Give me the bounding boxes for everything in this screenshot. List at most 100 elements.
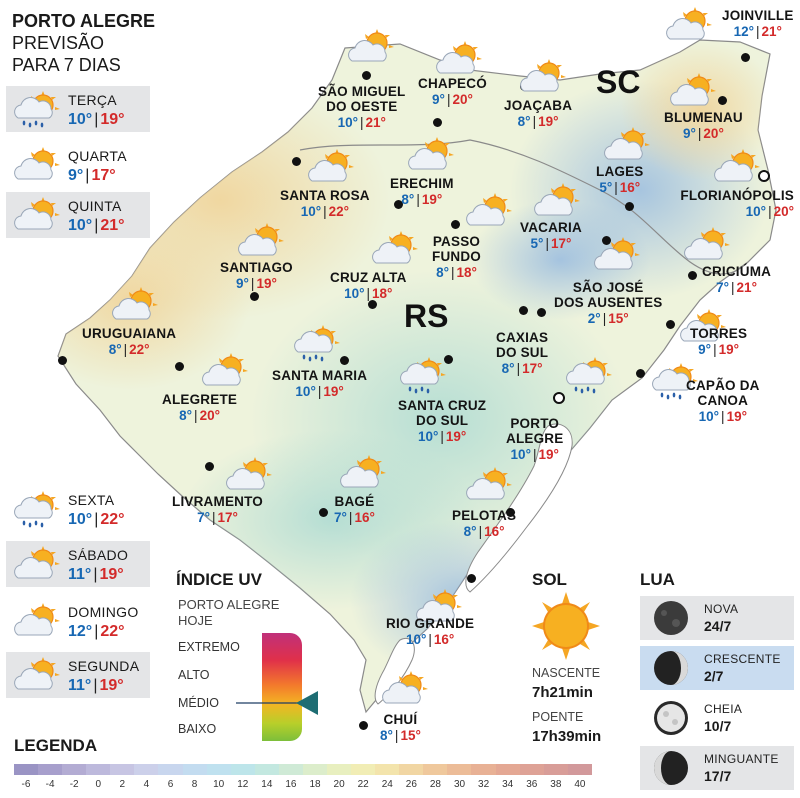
sun-cloud-icon <box>516 58 568 103</box>
city-name: TORRES <box>690 326 748 341</box>
city-label-santa-cruz-do-sul: SANTA CRUZ DO SUL 10° | 19° <box>398 398 486 445</box>
city-temps: 10° | 18° <box>330 285 407 302</box>
city-max: 18° <box>372 286 393 301</box>
temp-separator: | <box>697 126 702 141</box>
forecast-day-6: DOMINGO 12° | 22° <box>6 598 150 644</box>
legend-value-label: 6 <box>167 779 174 790</box>
city-max: 17° <box>217 510 238 525</box>
temp-separator: | <box>94 111 99 128</box>
city-label-vacaria: VACARIA 5° | 17° <box>520 220 582 252</box>
temp-separator: | <box>450 265 455 280</box>
temp-separator: | <box>323 204 327 219</box>
sun-cloud-rain-icon <box>648 362 700 407</box>
city-temps: 10° | 22° <box>280 203 370 220</box>
city-max: 18° <box>456 265 477 280</box>
forecast-min: 11° <box>68 566 92 583</box>
city-label-criciuma: CRICIÚMA 7° | 21° <box>702 264 771 296</box>
city-label-blumenau: BLUMENAU 9° | 20° <box>664 110 743 142</box>
city-temps: 10° | 19° <box>506 446 563 463</box>
city-marker <box>444 355 453 364</box>
temp-separator: | <box>768 204 772 219</box>
city-temps: 8° | 22° <box>82 341 176 358</box>
uv-subtitle-day: HOJE <box>178 613 213 628</box>
sun-cloud-rain-icon <box>10 490 62 535</box>
city-min: 8° <box>179 408 193 423</box>
city-temps: 8° | 18° <box>432 264 481 281</box>
city-min: 7° <box>197 510 210 525</box>
city-min: 10° <box>417 429 439 444</box>
legend-swatch <box>134 764 159 775</box>
sun-cloud-icon <box>10 146 62 191</box>
temp-separator: | <box>446 92 451 107</box>
legend-title: LEGENDA <box>14 736 98 755</box>
city-name: CHUÍ <box>383 712 418 727</box>
title-line-2: PREVISÃO <box>12 33 105 53</box>
city-label-joinville: JOINVILLE 12° | 21° <box>722 8 794 40</box>
city-label-santa-maria: SANTA MARIA 10° | 19° <box>272 368 367 400</box>
temp-separator: | <box>212 510 216 525</box>
city-name: JOAÇABA <box>504 98 573 113</box>
sunset-time: 17h39min <box>532 728 602 745</box>
legend-swatch <box>230 764 255 775</box>
legend-value-label: 10 <box>213 779 225 790</box>
city-name: SANTA ROSA <box>280 188 370 203</box>
city-min: 9° <box>698 342 712 357</box>
legend-swatch <box>519 764 544 775</box>
city-temps: 8° | 15° <box>380 727 421 744</box>
legend-value-label: 30 <box>453 779 466 790</box>
city-label-porto-alegre: PORTO ALEGRE 10° | 19° <box>506 416 563 463</box>
city-label-lages: LAGES 5° | 16° <box>596 164 644 196</box>
city-marker <box>602 236 611 245</box>
city-temps: 12° | 21° <box>722 23 794 40</box>
city-min: 7° <box>716 280 730 295</box>
city-marker <box>688 271 697 280</box>
temp-separator: | <box>94 511 99 528</box>
city-name: URUGUAIANA <box>82 326 177 341</box>
temp-separator: | <box>516 361 521 376</box>
city-label-erechim: ERECHIM 8° | 19° <box>390 176 454 208</box>
city-temps: 2° | 15° <box>554 310 662 327</box>
moon-waning-icon <box>654 751 688 785</box>
forecast-max: 22° <box>100 623 125 640</box>
uv-level-label: EXTREMO <box>178 640 240 654</box>
city-temps: 8° | 20° <box>162 407 237 424</box>
legend-value-label: 18 <box>309 779 321 790</box>
city-marker <box>625 202 634 211</box>
city-min: 12° <box>733 24 755 39</box>
sun-cloud-icon <box>198 352 250 397</box>
sun-cloud-icon <box>662 6 714 51</box>
legend-value-label: 16 <box>285 779 297 790</box>
city-temps: 9° | 20° <box>664 125 743 142</box>
temp-separator: | <box>94 623 99 640</box>
temp-separator: | <box>366 286 371 301</box>
city-min: 10° <box>344 286 365 301</box>
sun-cloud-icon <box>344 28 396 73</box>
forecast-day-name: SÁBADO <box>68 547 129 563</box>
title-line-3: PARA 7 DIAS <box>12 55 121 75</box>
moon-phase-name: CRESCENTE <box>704 652 781 666</box>
legend-color-bar <box>14 764 592 775</box>
uv-title: ÍNDICE UV <box>176 570 262 589</box>
legend-swatch <box>327 764 352 775</box>
city-max: 20° <box>703 126 724 141</box>
moon-title: LUA <box>640 570 675 589</box>
city-temps: 9° | 19° <box>690 341 747 358</box>
legend-swatch <box>471 764 496 775</box>
uv-subtitle: PORTO ALEGRE HOJE <box>178 597 279 629</box>
sun-cloud-rain-icon <box>10 90 62 135</box>
temp-separator: | <box>194 408 198 423</box>
city-min: 10° <box>300 204 322 219</box>
city-max: 19° <box>256 276 277 291</box>
uv-scale-bar <box>262 633 302 741</box>
city-label-uruguaiana: URUGUAIANA 8° | 22° <box>82 326 176 358</box>
legend-swatch <box>399 764 424 775</box>
city-name: LAGES <box>596 164 644 179</box>
city-name: VACARIA <box>520 220 582 235</box>
city-label-santiago: SANTIAGO 9° | 19° <box>220 260 293 292</box>
moon-phase-date: 2/7 <box>704 668 724 684</box>
city-max: 21° <box>736 280 757 295</box>
city-marker <box>433 118 442 127</box>
sun-cloud-icon <box>10 656 62 701</box>
legend-value-label: -2 <box>69 779 79 790</box>
city-temps: 5° | 17° <box>520 235 582 252</box>
